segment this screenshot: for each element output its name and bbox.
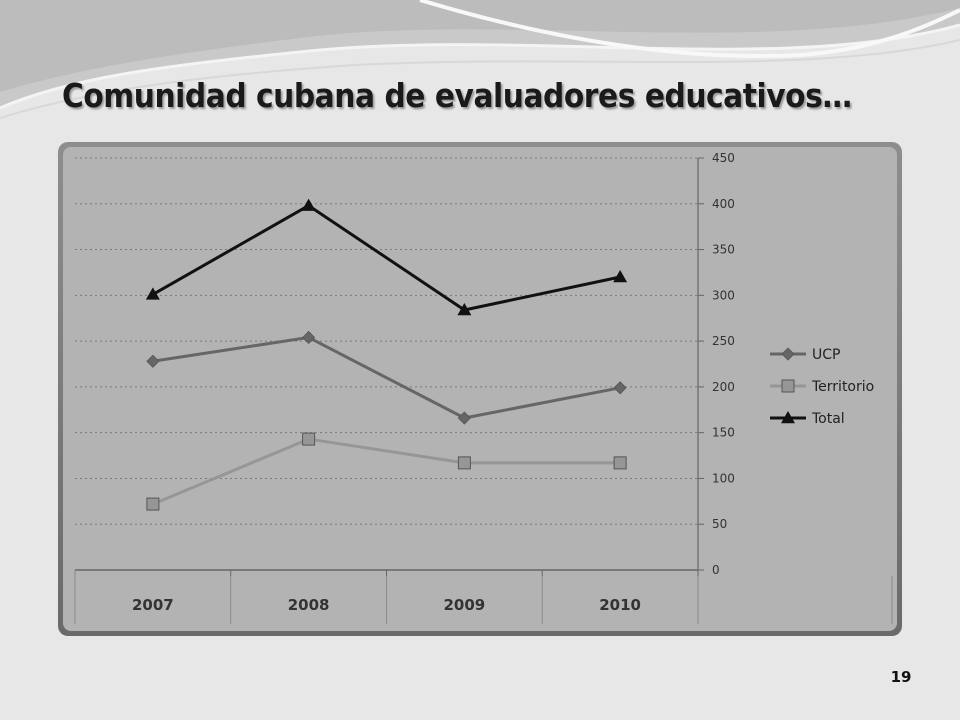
x-category-label: 2007 (132, 596, 174, 614)
legend: UCP Territorio Total (770, 347, 874, 427)
y-tick-label: 50 (712, 517, 727, 531)
legend-label-ucp: UCP (812, 347, 840, 363)
x-category-label: 2010 (599, 596, 641, 614)
series-line-total (152, 204, 621, 312)
chart-area (63, 147, 897, 631)
data-point-triangle (301, 198, 316, 211)
data-point-triangle (613, 270, 628, 283)
series-line-territorio (152, 437, 621, 506)
page-number: 19 (890, 668, 912, 686)
series-lines (145, 198, 628, 511)
x-category-label: 2008 (288, 596, 330, 614)
series-line-ucp (152, 335, 621, 420)
legend-label-total: Total (811, 411, 845, 427)
y-tick-label: 300 (712, 288, 735, 302)
y-tick-label: 100 (712, 471, 735, 485)
y-tick-label: 150 (712, 426, 735, 440)
data-point-square (146, 497, 160, 511)
y-tick-label: 0 (712, 563, 720, 577)
decorative-swoosh (0, 0, 960, 119)
line-chart: 0 50 100 150 200 250 300 350 400 450 2007 2008 2009 2… (58, 142, 902, 636)
slide-title: Comunidad cubana de evaluadores educativ… (62, 76, 852, 115)
y-tick-label: 250 (712, 334, 735, 348)
y-tick-label: 450 (712, 151, 735, 165)
data-point-square (781, 379, 795, 393)
y-tick-label: 400 (712, 197, 735, 211)
data-point-triangle (145, 287, 160, 300)
chart-svg: 0 50 100 150 200 250 300 350 400 450 2007 2008 2009 2… (58, 142, 902, 636)
legend-label-territorio: Territorio (811, 379, 874, 395)
data-point-diamond (457, 411, 471, 425)
y-tick-label: 350 (712, 243, 735, 257)
data-point-square (613, 456, 627, 470)
data-point-triangle (781, 411, 795, 424)
axes: 0 50 100 150 200 250 300 350 400 450 2007 2008 2009 2… (74, 151, 893, 624)
data-point-square (457, 456, 471, 470)
data-point-diamond (613, 381, 627, 395)
data-point-triangle (457, 302, 472, 316)
y-tick-label: 200 (712, 380, 735, 394)
data-point-diamond (146, 354, 160, 368)
gridlines (75, 157, 698, 525)
data-point-diamond (781, 347, 795, 361)
data-point-diamond (302, 330, 316, 345)
data-point-square (302, 432, 316, 446)
x-category-label: 2009 (444, 596, 486, 614)
